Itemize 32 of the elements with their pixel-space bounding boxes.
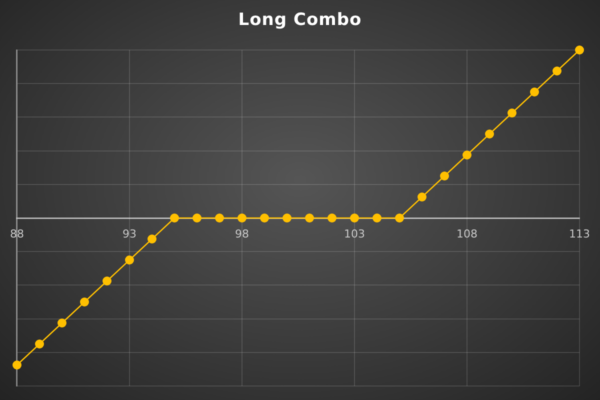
point (328, 214, 336, 222)
x-tick-label: 113 (569, 227, 590, 240)
point (418, 192, 426, 202)
point (102, 276, 112, 286)
point (395, 214, 404, 222)
point (282, 214, 292, 222)
point (575, 46, 584, 54)
point (440, 172, 449, 180)
point (215, 214, 224, 222)
point (170, 214, 179, 222)
point (462, 150, 472, 160)
x-tick-label: 108 (456, 227, 478, 240)
point (12, 360, 22, 370)
point (350, 214, 359, 222)
x-tick-label: 93 (122, 227, 136, 240)
point (125, 256, 134, 264)
point (305, 214, 314, 222)
x-tick-label: 98 (235, 227, 249, 240)
point (260, 214, 269, 222)
point (485, 130, 494, 138)
point (58, 318, 66, 328)
point (552, 66, 562, 76)
point (80, 298, 89, 306)
point (148, 234, 156, 244)
point (238, 214, 246, 222)
point (192, 214, 202, 222)
chart-title: Long Combo (237, 10, 363, 30)
point (530, 88, 539, 96)
x-tick-label: 103 (344, 227, 365, 240)
point (35, 340, 44, 348)
point (508, 108, 516, 118)
point (372, 214, 382, 222)
